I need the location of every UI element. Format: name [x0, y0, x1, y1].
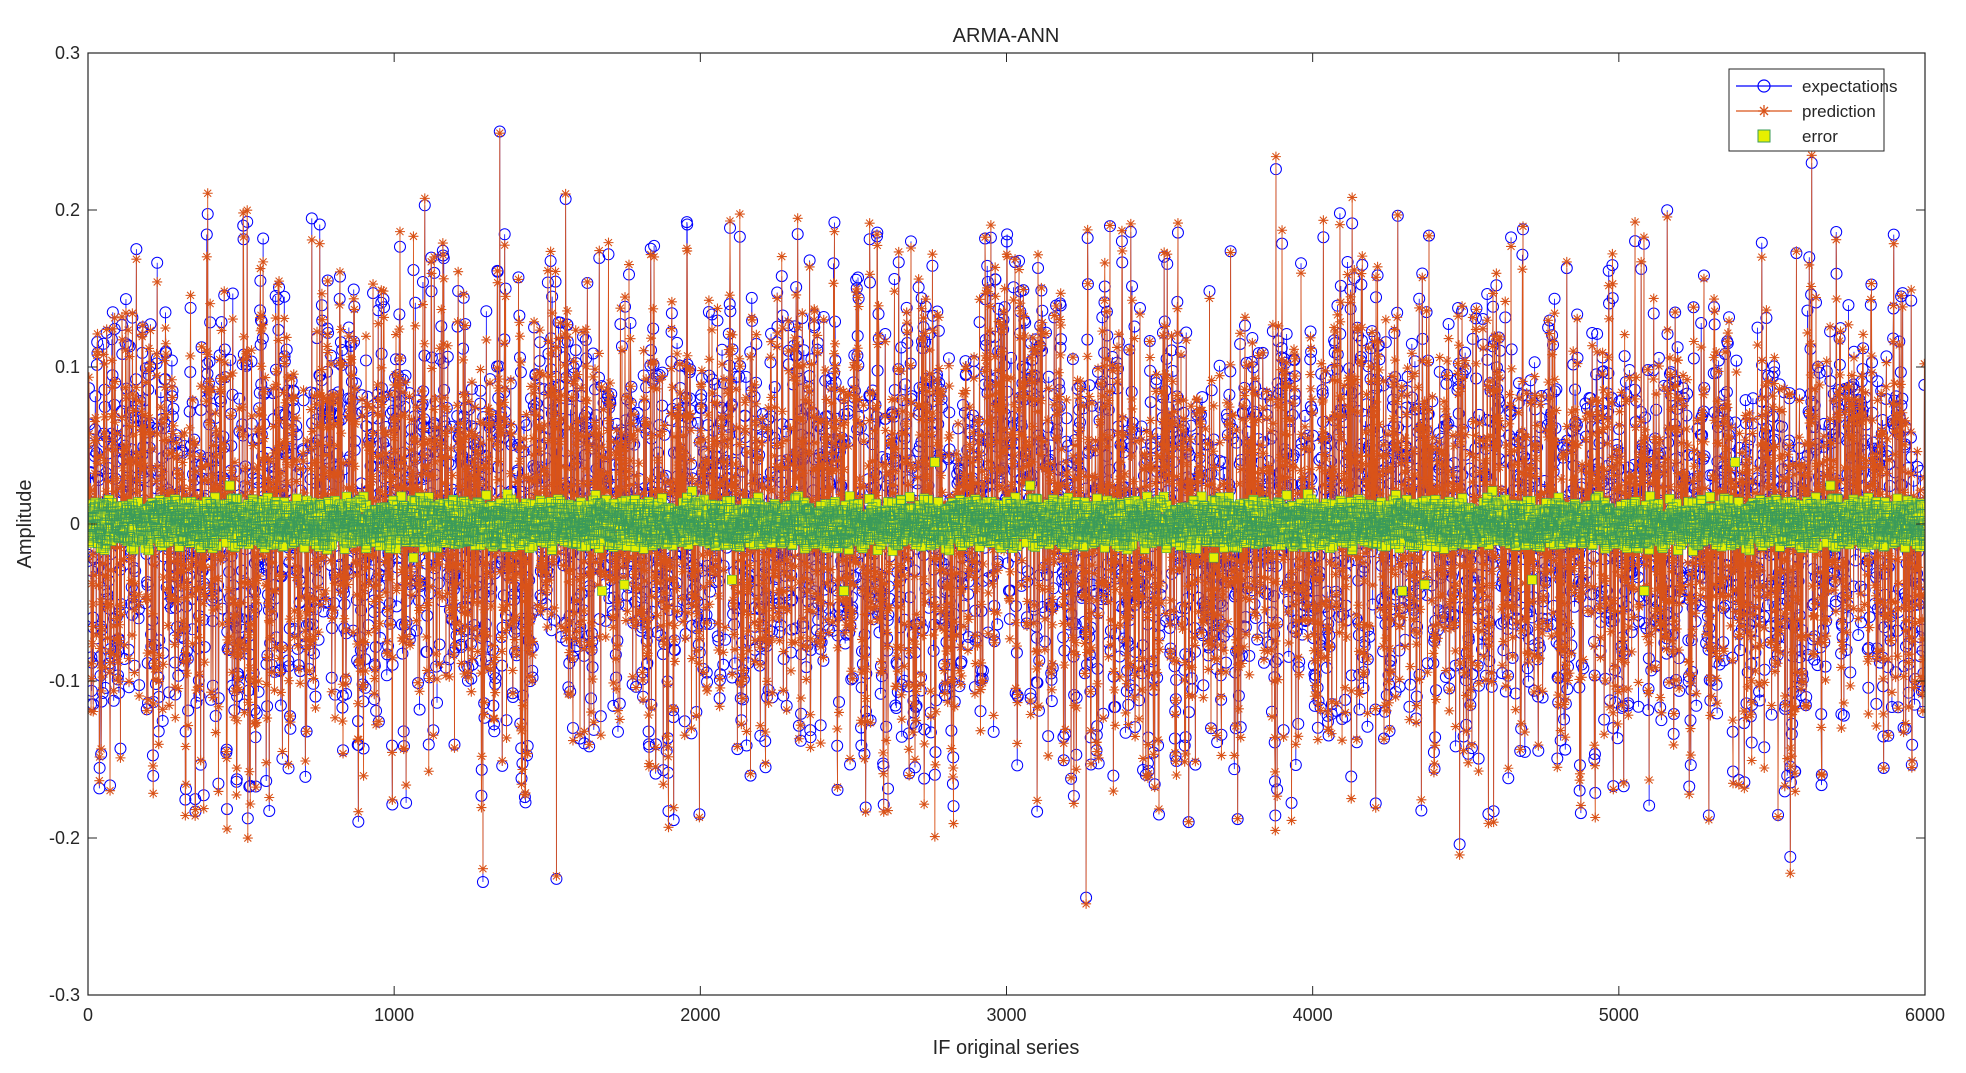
- x-tick-label: 3000: [986, 1005, 1026, 1025]
- y-axis-title: Amplitude: [14, 480, 36, 569]
- y-tick-label: -0.3: [49, 985, 80, 1005]
- x-axis-title: IF original series: [933, 1037, 1080, 1059]
- y-tick-label: -0.1: [49, 671, 80, 691]
- x-tick-label: 5000: [1599, 1005, 1639, 1025]
- legend-label-error: error: [1802, 127, 1838, 146]
- x-tick-label: 0: [83, 1005, 93, 1025]
- chart-title: ARMA-ANN: [953, 25, 1060, 47]
- y-tick-label: -0.2: [49, 828, 80, 848]
- legend-label-prediction: prediction: [1802, 102, 1876, 121]
- legend-marker-error: [1758, 130, 1770, 142]
- x-tick-label: 2000: [680, 1005, 720, 1025]
- x-tick-label: 1000: [374, 1005, 414, 1025]
- legend-label-expectations: expectations: [1802, 77, 1897, 96]
- x-tick-label: 4000: [1293, 1005, 1333, 1025]
- x-tick-label: 6000: [1905, 1005, 1945, 1025]
- legend: expectations prediction error: [1729, 69, 1897, 151]
- y-tick-label: 0.1: [55, 357, 80, 377]
- y-tick-label: 0.2: [55, 200, 80, 220]
- y-tick-label: 0: [70, 514, 80, 534]
- y-tick-label: 0.3: [55, 43, 80, 63]
